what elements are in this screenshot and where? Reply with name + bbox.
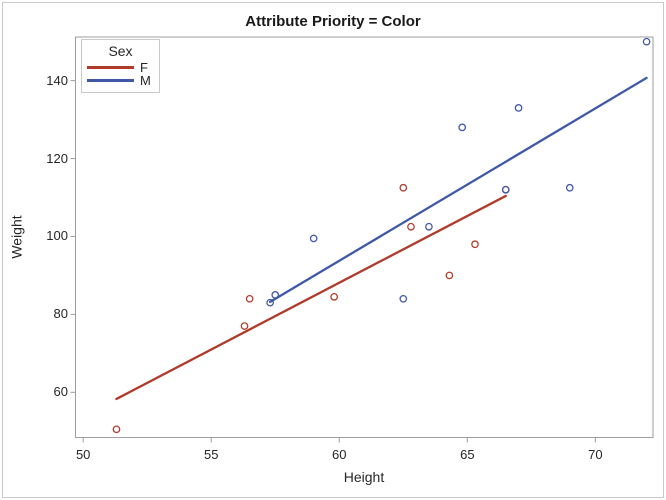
plot-frame <box>75 36 654 438</box>
x-tick-label: 65 <box>460 447 475 462</box>
data-point-f <box>471 240 479 249</box>
legend-entry-label: F <box>140 60 148 75</box>
data-point-f <box>445 271 454 280</box>
regression-line-m <box>268 76 648 304</box>
legend-title: Sex <box>108 43 133 59</box>
y-tick-label: 60 <box>53 384 68 400</box>
legend-line-swatch-f <box>87 66 134 69</box>
data-point-m <box>514 104 523 112</box>
data-point-f <box>399 183 408 192</box>
data-point-m <box>266 298 274 307</box>
data-point-m <box>642 37 651 46</box>
data-point-m <box>425 222 433 231</box>
legend-entry-label: M <box>140 73 151 88</box>
x-axis-label: Height <box>343 469 385 485</box>
chart-title: Attribute Priority = Color <box>245 13 421 30</box>
data-point-m <box>271 291 280 299</box>
x-tick-label: 70 <box>588 447 603 462</box>
regression-line-f <box>115 194 507 401</box>
y-tick-label: 120 <box>46 150 68 166</box>
x-tick-label: 50 <box>75 447 91 462</box>
y-tick-label: 80 <box>53 306 68 322</box>
x-tick-label: 55 <box>203 447 219 462</box>
legend-entry-f: F <box>82 61 159 74</box>
data-point-m <box>501 185 510 194</box>
data-point-f <box>240 322 249 330</box>
legend-entry-m: M <box>82 74 159 87</box>
y-tick-label: 100 <box>46 228 68 244</box>
data-point-f <box>245 294 254 303</box>
y-tick-label: 140 <box>46 72 68 88</box>
y-axis-label: Weight <box>8 215 25 259</box>
data-point-f <box>330 293 339 301</box>
data-point-m <box>309 234 318 243</box>
x-tick-label: 60 <box>332 447 347 462</box>
data-point-f <box>112 425 121 434</box>
data-point-m <box>565 183 574 192</box>
data-point-m <box>399 294 408 303</box>
data-point-m <box>458 123 467 132</box>
legend-line-swatch-m <box>87 79 134 82</box>
data-point-f <box>407 222 415 231</box>
